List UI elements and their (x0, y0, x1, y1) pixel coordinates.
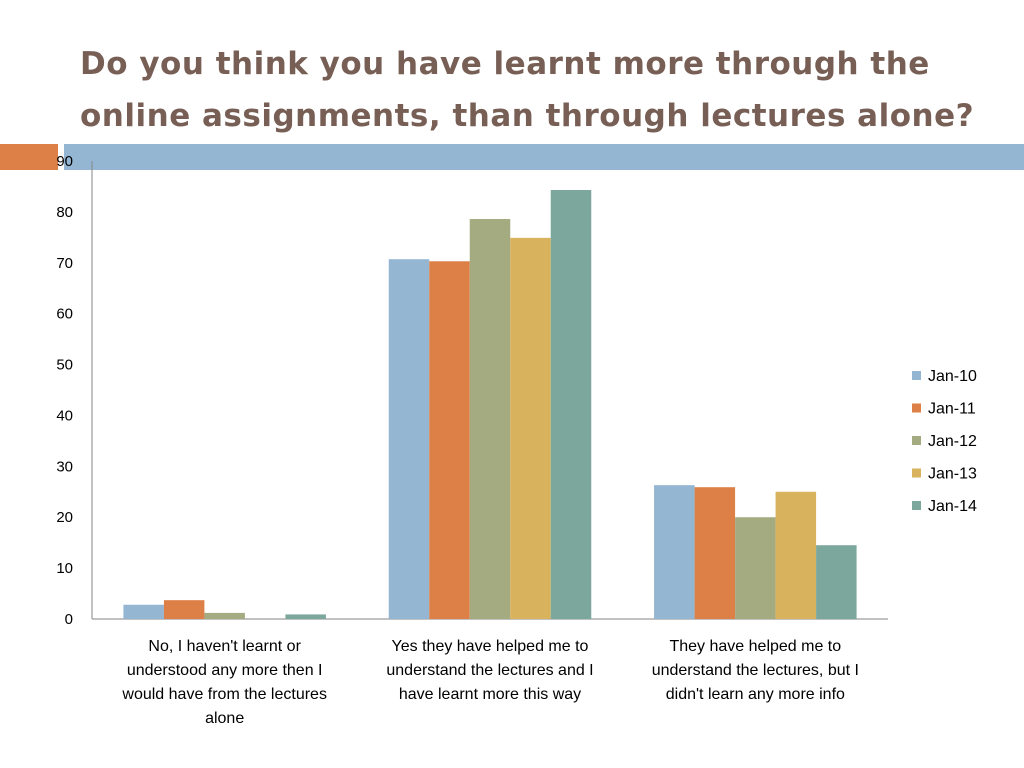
y-tick-label: 70 (56, 255, 73, 272)
legend-label: Jan-14 (928, 498, 977, 515)
x-category-label: Yes they have helped me to (392, 638, 589, 655)
x-category-label: understood any more then I (127, 662, 323, 679)
legend-swatch-jan-12 (912, 436, 921, 445)
x-category-label: understand the lectures, but I (652, 662, 859, 679)
legend-swatch-jan-13 (912, 468, 921, 478)
legend-label: Jan-10 (928, 368, 977, 385)
bar-jan-13-cat3 (775, 491, 817, 619)
y-tick-label: 40 (56, 407, 73, 424)
bar-jan-11-cat3 (694, 487, 736, 619)
bar-jan-14-cat1 (285, 614, 326, 619)
legend-swatch-jan-11 (912, 403, 921, 413)
y-tick-label: 60 (56, 306, 73, 323)
bar-jan-14-cat2 (550, 190, 592, 620)
bar-jan-12-cat1 (204, 612, 245, 619)
x-category-label: No, I haven't learnt or (148, 638, 301, 655)
bar-jan-11-cat2 (429, 261, 470, 619)
x-category-label: have learnt more this way (399, 686, 581, 703)
accent-bar-orange (0, 144, 58, 170)
legend-swatch-jan-14 (912, 501, 921, 510)
y-tick-label: 80 (56, 204, 73, 221)
slide-title: Do you think you have learnt more throug… (80, 46, 975, 134)
y-tick-label: 10 (56, 560, 73, 577)
x-category-label: would have from the lectures (121, 686, 327, 703)
bar-jan-10-cat1 (123, 604, 164, 619)
accent-bar-blue (64, 144, 1024, 170)
x-category-label: alone (205, 710, 244, 727)
legend-label: Jan-11 (928, 401, 976, 418)
legend-label: Jan-13 (928, 466, 977, 483)
x-category-label: They have helped me to (669, 638, 841, 655)
bar-jan-10-cat3 (654, 485, 695, 619)
x-category-label: understand the lectures and I (386, 662, 593, 679)
bar-jan-12-cat3 (735, 517, 776, 619)
legend-swatch-jan-10 (912, 371, 921, 380)
bar-jan-11-cat1 (163, 600, 205, 619)
bar-jan-14-cat3 (816, 545, 857, 619)
x-category-label: didn't learn any more info (666, 686, 845, 703)
bar-jan-12-cat2 (469, 219, 511, 619)
legend-label: Jan-12 (928, 433, 977, 450)
bar-jan-13-cat2 (510, 237, 551, 619)
y-tick-label: 0 (65, 611, 73, 628)
bar-jan-10-cat2 (388, 259, 430, 619)
y-tick-label: 30 (56, 458, 73, 475)
y-tick-label: 50 (56, 357, 73, 374)
y-tick-label: 20 (56, 509, 73, 526)
y-tick-label: 90 (56, 153, 73, 170)
